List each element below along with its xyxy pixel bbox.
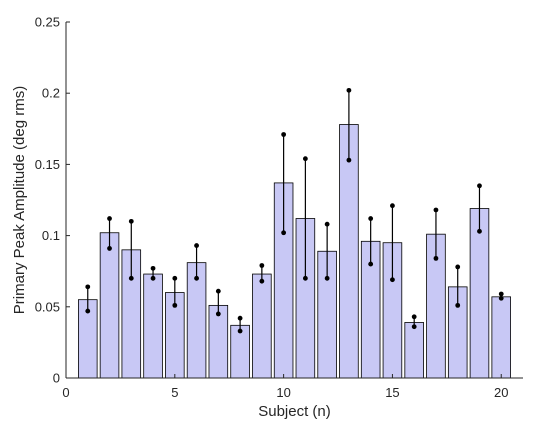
error-high-dot-subject-8 [237,315,243,321]
error-high-dot-subject-17 [433,207,439,213]
y-axis-title: Primary Peak Amplitude (deg rms) [11,86,28,314]
error-low-dot-subject-18 [455,302,461,308]
error-low-dot-subject-13 [346,157,352,163]
y-tick-label: 0.1 [42,228,60,243]
x-axis-title: Subject (n) [258,403,331,420]
error-low-dot-subject-16 [411,324,417,330]
tick-labels-layer: 0 0.05 0.1 0.15 0.2 0.25 0 5 10 15 20 [35,15,509,401]
x-tick-label: 20 [494,385,508,400]
y-tick-label: 0.15 [35,157,60,172]
error-low-dot-subject-7 [215,311,221,317]
bar-subject-9 [252,273,272,379]
error-high-dot-subject-10 [281,132,287,137]
error-high-dot-subject-1 [85,284,91,290]
error-high-dot-subject-2 [107,216,112,221]
y-tick-label: 0.25 [35,15,60,30]
bar-subject-2 [99,232,120,379]
error-low-dot-subject-11 [302,275,308,281]
error-high-dot-subject-20 [498,291,504,297]
error-high-dot-subject-15 [390,203,395,209]
y-tick-label: 0.2 [42,86,60,101]
error-high-dot-subject-18 [455,264,461,270]
error-high-dot-subject-9 [259,263,265,268]
error-high-dot-subject-4 [150,265,156,271]
error-low-dot-subject-12 [324,275,330,281]
bar-subject-4 [143,273,163,379]
bar-subject-19 [469,208,490,379]
error-high-dot-subject-14 [368,216,374,221]
x-tick-label: 15 [385,385,399,400]
error-low-dot-subject-14 [368,261,374,267]
error-low-dot-subject-19 [477,228,482,234]
x-tick-label: 0 [62,385,69,400]
axes-layer [65,21,523,379]
x-tick-label: 5 [171,385,178,400]
error-high-dot-subject-16 [411,314,417,320]
error-low-dot-subject-1 [85,308,91,314]
error-low-dot-subject-3 [128,275,134,281]
error-high-dot-subject-6 [194,243,199,248]
error-low-dot-subject-15 [390,277,395,283]
error-high-dot-subject-7 [215,288,221,294]
error-low-dot-subject-5 [172,302,178,308]
error-high-dot-subject-19 [477,183,482,189]
error-low-dot-subject-20 [498,295,504,301]
x-tick-label: 10 [276,385,290,400]
error-low-dot-subject-4 [150,275,156,281]
error-high-dot-subject-5 [172,275,178,281]
error-low-dot-subject-2 [107,246,112,251]
error-low-dot-subject-9 [259,278,265,284]
error-bars-layer [85,87,504,334]
bar-subject-16 [404,322,424,379]
error-high-dot-subject-12 [324,221,330,227]
error-high-dot-subject-13 [346,87,352,93]
error-high-dot-subject-3 [128,218,134,224]
error-low-dot-subject-17 [433,255,439,261]
error-low-dot-subject-10 [281,230,287,236]
error-high-dot-subject-11 [302,156,308,162]
bar-subject-13 [339,124,359,379]
y-tick-label: 0 [53,371,60,386]
y-tick-label: 0.05 [35,299,60,314]
error-low-dot-subject-6 [194,275,199,281]
error-low-dot-subject-8 [237,328,243,334]
bar-subject-20 [491,296,512,379]
bars-layer [78,124,512,379]
